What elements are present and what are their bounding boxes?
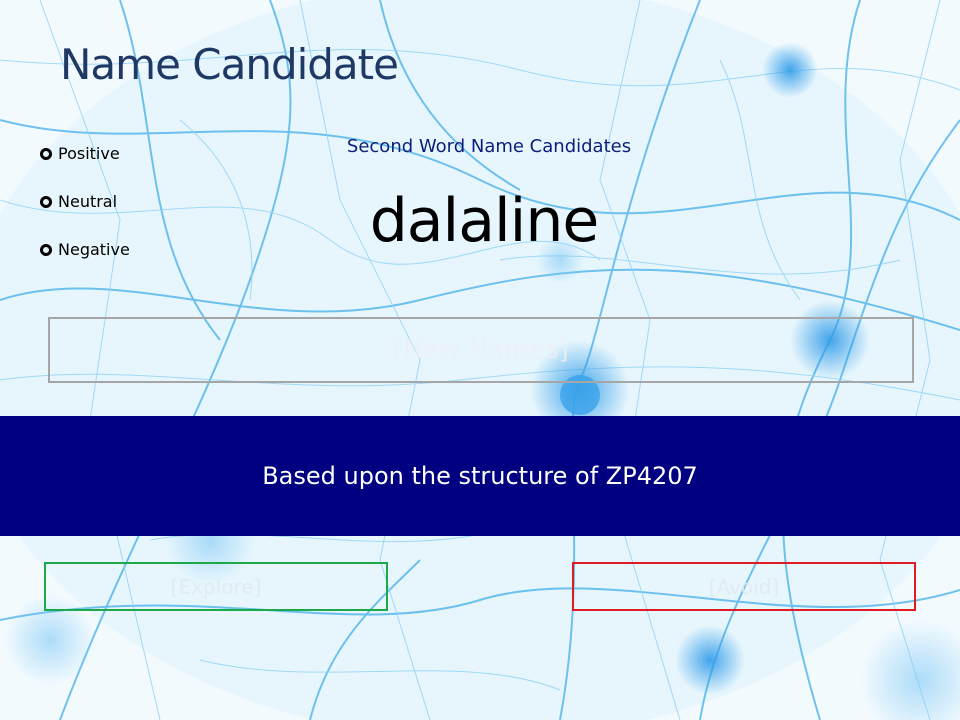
sentiment-option-label: Positive (58, 144, 120, 163)
sentiment-option-label: Negative (58, 240, 130, 259)
avoid-button[interactable]: [Avoid] (572, 562, 916, 611)
structure-banner: Based upon the structure of ZP4207 (0, 416, 960, 536)
sentiment-option-positive[interactable]: Positive (40, 144, 120, 163)
avoid-label: [Avoid] (708, 574, 780, 599)
page-title: Name Candidate (60, 40, 399, 89)
radio-circle-icon[interactable] (40, 195, 52, 208)
explore-label: [Explore] (170, 574, 262, 599)
explore-button[interactable]: [Explore] (44, 562, 388, 611)
banner-text: Based upon the structure of ZP4207 (262, 462, 698, 490)
new-names-label: [New Names] (393, 335, 569, 365)
radio-circle-icon[interactable] (40, 147, 52, 160)
sentiment-option-neutral[interactable]: Neutral (40, 192, 117, 211)
candidates-subtitle: Second Word Name Candidates (346, 136, 632, 157)
sentiment-option-negative[interactable]: Negative (40, 240, 130, 259)
candidate-name: dalaline (369, 186, 600, 256)
sentiment-option-label: Neutral (58, 192, 118, 211)
new-names-button[interactable]: [New Names] (48, 317, 914, 383)
radio-circle-icon[interactable] (40, 243, 52, 256)
